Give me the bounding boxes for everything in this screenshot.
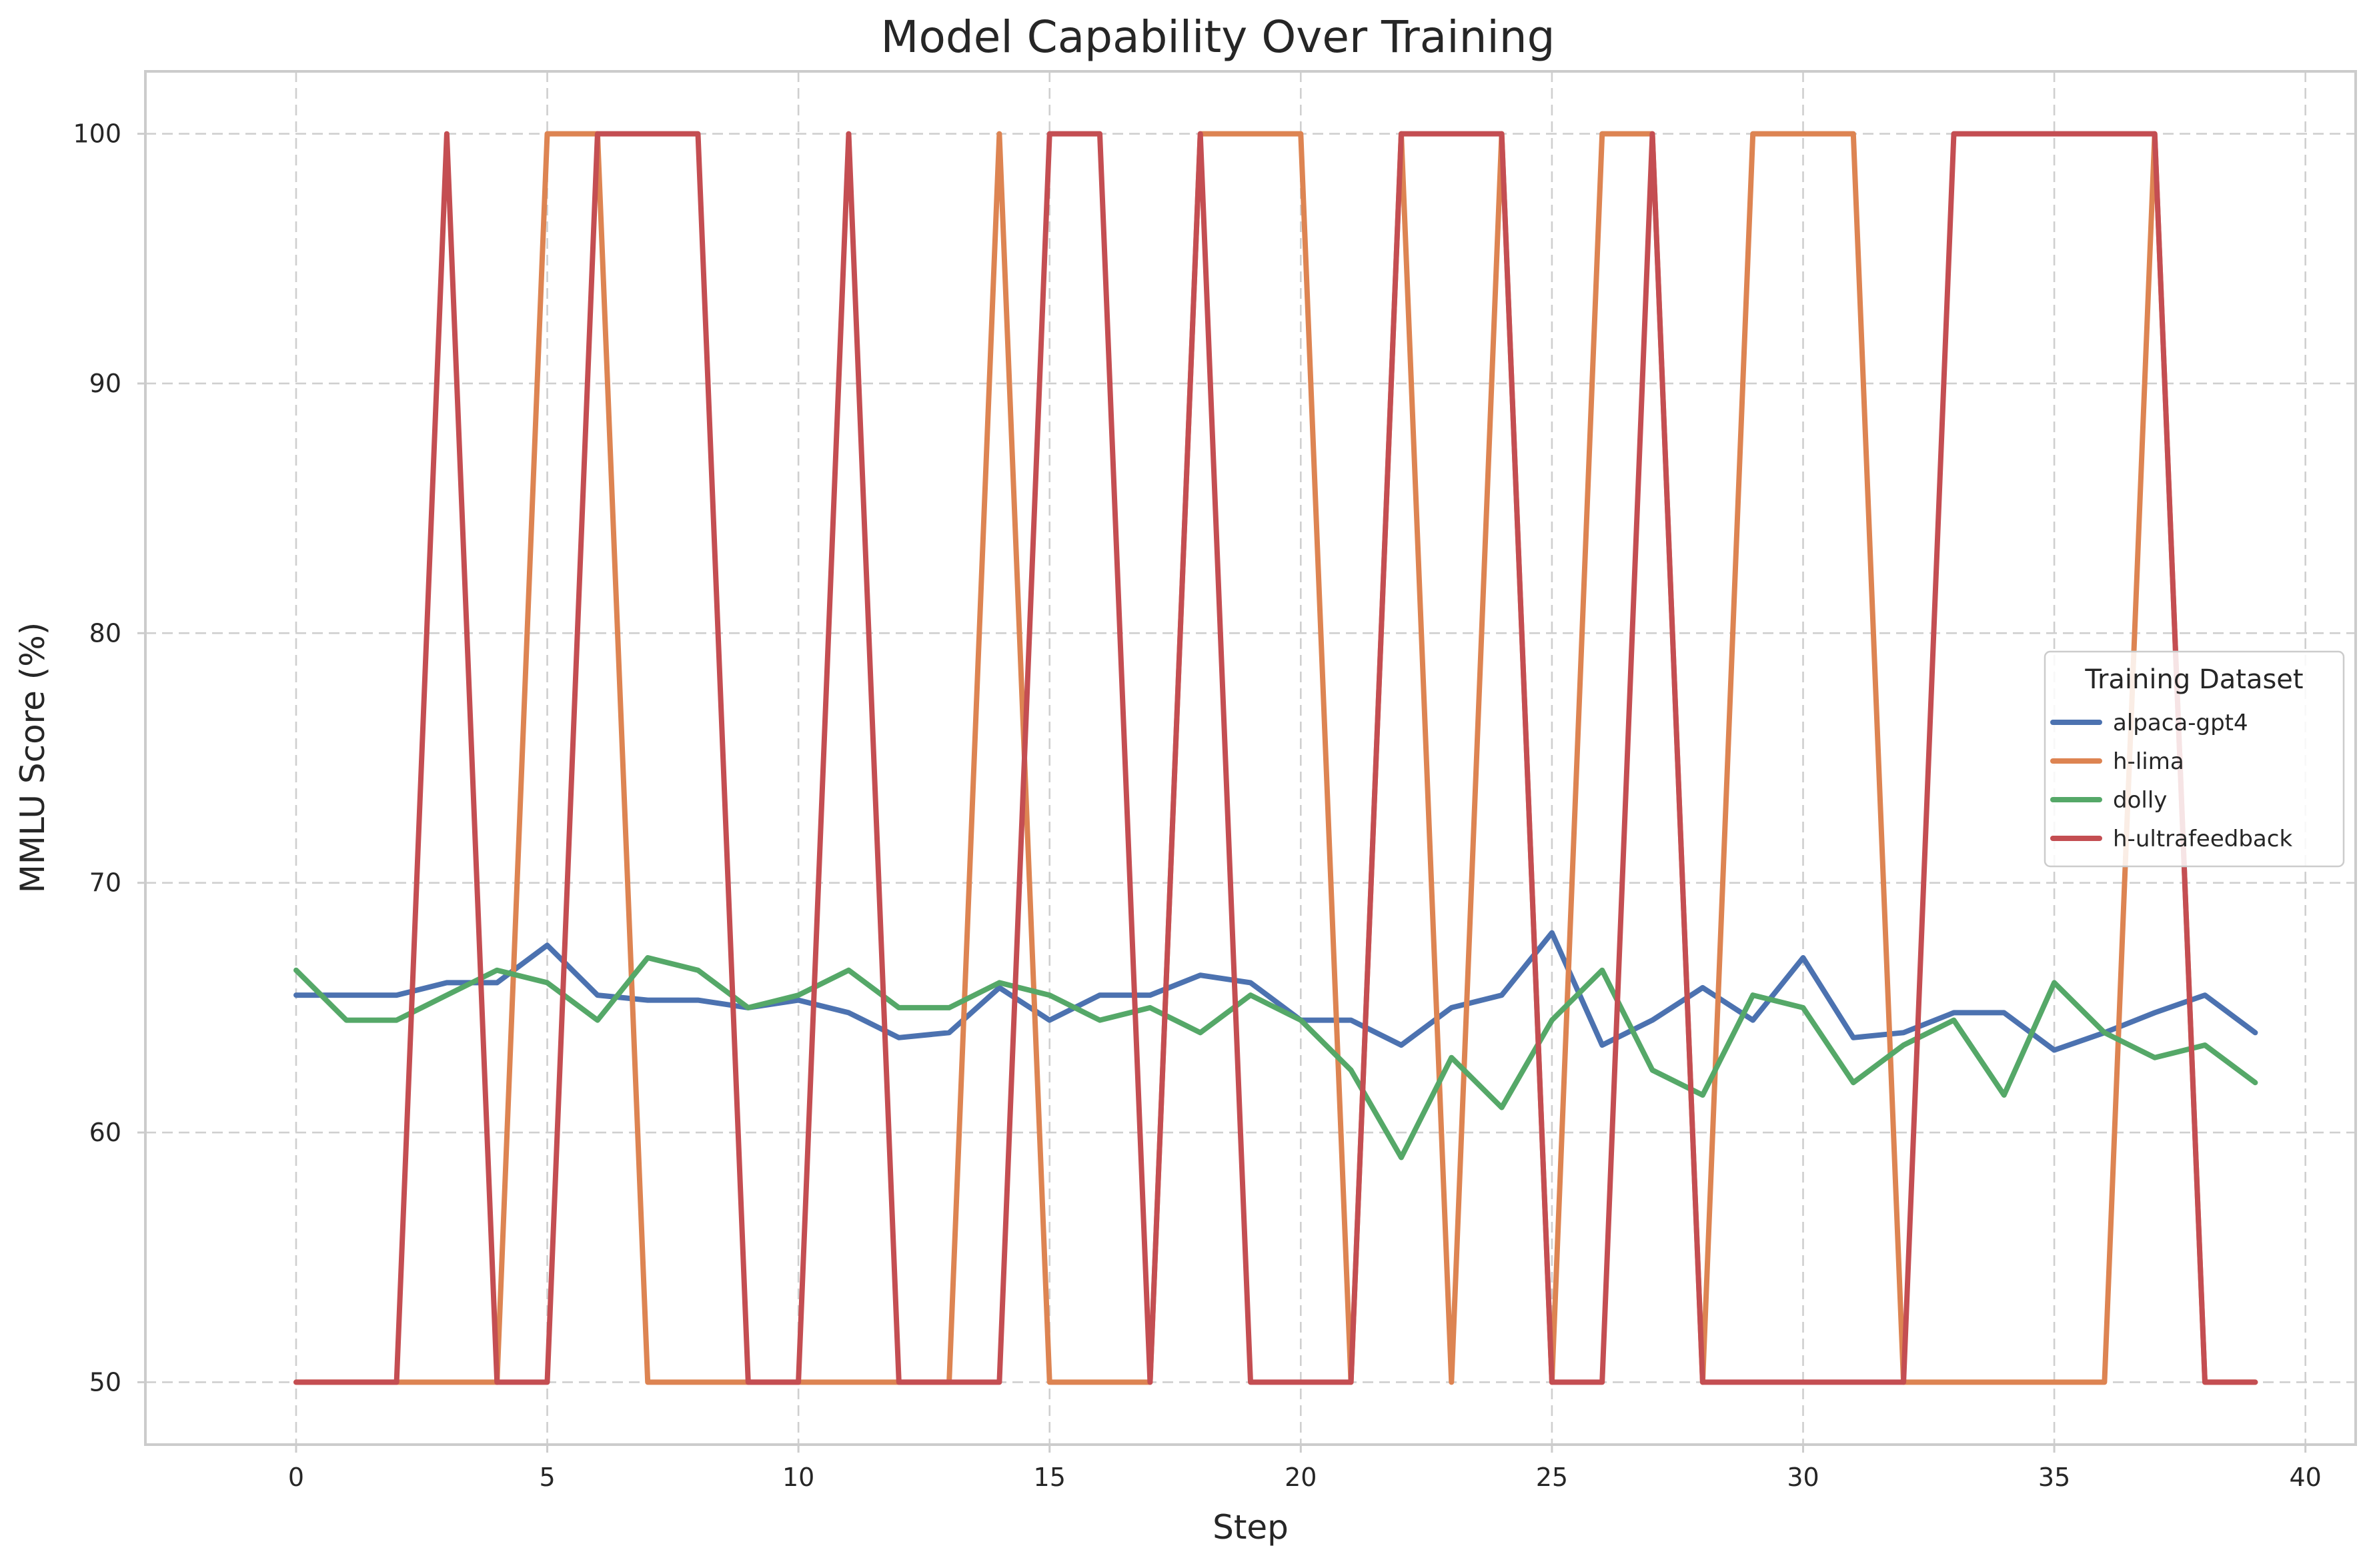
x-tick-label: 5: [539, 1463, 555, 1492]
y-tick-label: 50: [89, 1367, 121, 1397]
y-tick-label: 80: [89, 618, 121, 648]
legend-label-alpaca-gpt4: alpaca-gpt4: [2113, 710, 2248, 736]
legend-box: [2044, 650, 2345, 868]
axis-ticks: 0 5 10 15 20 25 30 35 40 50 60 70 80 90 100: [73, 119, 2321, 1492]
x-tick-label: 25: [1536, 1463, 1568, 1492]
series-line-h-lima: [293, 131, 2258, 1385]
legend-label-h-lima: h-lima: [2113, 748, 2184, 775]
y-tick-label: 90: [89, 369, 121, 398]
y-tick-label: 60: [89, 1118, 121, 1147]
x-tick-label: 30: [1787, 1463, 1819, 1492]
chart-title: Model Capability Over Training: [881, 11, 1555, 63]
series-lines: [293, 131, 2258, 1385]
y-tick-label: 100: [73, 119, 121, 149]
x-tick-label: 15: [1034, 1463, 1066, 1492]
x-axis-label: Step: [1213, 1508, 1289, 1547]
grid-lines: [145, 71, 2356, 1445]
y-tick-label: 70: [89, 868, 121, 898]
series-line-dolly: [293, 955, 2258, 1160]
series-line-h-ultrafeedback: [293, 131, 2258, 1385]
x-tick-label: 0: [288, 1463, 304, 1492]
legend-items: alpaca-gpt4 h-lima dolly h-ultrafeedback: [2050, 710, 2292, 852]
legend-label-dolly: dolly: [2113, 787, 2167, 814]
x-tick-label: 10: [782, 1463, 814, 1492]
legend: Training Dataset alpaca-gpt4 h-lima dolly h…: [2044, 650, 2345, 868]
x-tick-label: 40: [2290, 1463, 2322, 1492]
series-line-alpaca-gpt4: [293, 930, 2258, 1053]
x-tick-label: 20: [1285, 1463, 1317, 1492]
legend-title: Training Dataset: [2084, 664, 2303, 695]
y-axis-label: MMLU Score (%): [13, 622, 52, 894]
plot-frame: [144, 70, 2357, 1446]
legend-label-h-ultrafeedback: h-ultrafeedback: [2113, 826, 2292, 852]
x-tick-label: 35: [2038, 1463, 2070, 1492]
